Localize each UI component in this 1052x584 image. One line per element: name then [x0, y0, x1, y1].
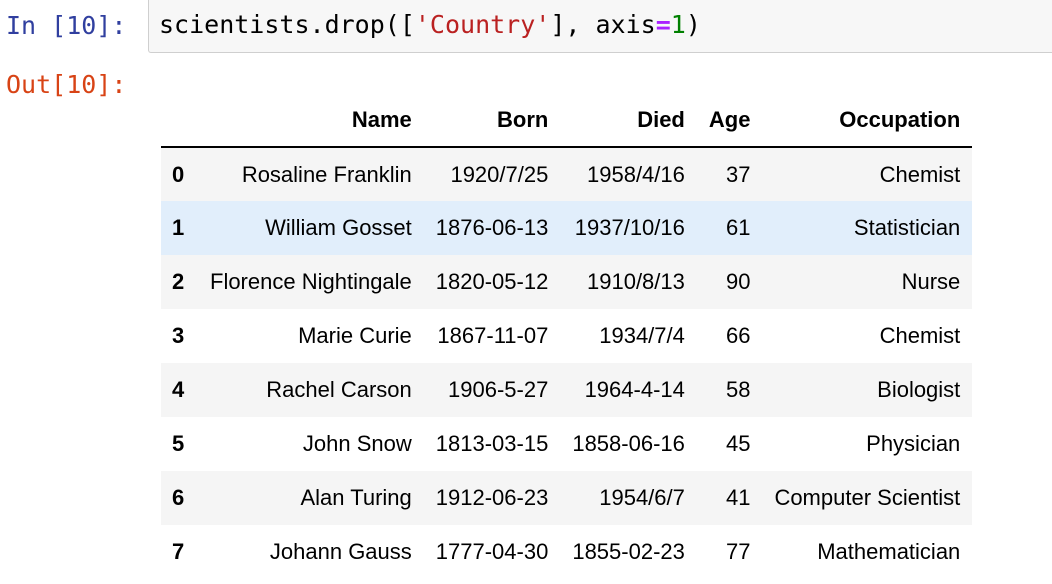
- table-row: 0 Rosaline Franklin 1920/7/25 1958/4/16 …: [161, 147, 973, 201]
- code-operator: =: [655, 10, 671, 39]
- input-prompt: In [10]:: [6, 11, 127, 40]
- table-row: 1 William Gosset 1876-06-13 1937/10/16 6…: [161, 201, 973, 255]
- table-row: 2 Florence Nightingale 1820-05-12 1910/8…: [161, 255, 973, 309]
- table-row: 3 Marie Curie 1867-11-07 1934/7/4 66 Che…: [161, 309, 973, 363]
- cell-born: 1906-5-27: [448, 377, 549, 402]
- cell-died: 1855-02-23: [572, 539, 685, 564]
- cell-age: 37: [725, 161, 751, 187]
- code-input-area[interactable]: scientists.drop(['Country'], axis=1): [148, 0, 1052, 53]
- cell-occupation: Computer Scientist: [774, 485, 961, 510]
- code-text: ): [685, 10, 701, 39]
- table-row: 5 John Snow 1813-03-15 1858-06-16 45 Phy…: [161, 417, 973, 471]
- table-row: 6 Alan Turing 1912-06-23 1954/6/7 41 Com…: [161, 471, 973, 525]
- header-died: Died: [560, 94, 697, 148]
- header-index: [161, 94, 198, 148]
- cell-name: Rachel Carson: [266, 377, 412, 402]
- cell-died: 1958/4/16: [587, 161, 685, 187]
- cell-died: 1934/7/4: [599, 323, 685, 348]
- header-row: Name Born Died Age Occupation: [161, 94, 973, 148]
- code-text: ], axis: [550, 10, 656, 39]
- cell-occupation: Mathematician: [817, 539, 961, 564]
- cell-born: 1920/7/25: [450, 161, 549, 187]
- header-occupation: Occupation: [762, 94, 973, 148]
- table-header: Name Born Died Age Occupation: [161, 94, 973, 148]
- cell-age: 66: [725, 323, 751, 348]
- cell-occupation: Nurse: [901, 269, 961, 294]
- cell-name: John Snow: [302, 431, 412, 456]
- cell-occupation: Physician: [866, 431, 961, 456]
- cell-name: William Gosset: [265, 215, 412, 240]
- cell-occupation: Statistician: [853, 215, 961, 240]
- cell-name: Johann Gauss: [269, 539, 412, 564]
- cell-occupation: Chemist: [879, 323, 961, 348]
- cell-born: 1912-06-23: [435, 485, 549, 510]
- cell-died: 1954/6/7: [599, 485, 685, 510]
- cell-name: Florence Nightingale: [210, 269, 412, 294]
- row-index: 1: [172, 215, 185, 240]
- header-age: Age: [696, 94, 763, 148]
- cell-occupation: Chemist: [879, 161, 961, 187]
- table-row: 7 Johann Gauss 1777-04-30 1855-02-23 77 …: [161, 525, 973, 579]
- table-row: 4 Rachel Carson 1906-5-27 1964-4-14 58 B…: [161, 363, 973, 417]
- cell-name: Alan Turing: [300, 485, 412, 510]
- row-index: 6: [172, 485, 185, 510]
- code-string: 'Country': [414, 10, 551, 39]
- cell-died: 1858-06-16: [572, 431, 685, 456]
- dataframe-table: Name Born Died Age Occupation 0 Rosaline…: [161, 94, 973, 579]
- cell-age: 77: [725, 539, 751, 564]
- row-index: 3: [172, 323, 185, 348]
- code-line[interactable]: scientists.drop(['Country'], axis=1): [159, 10, 701, 40]
- table-body: 0 Rosaline Franklin 1920/7/25 1958/4/16 …: [161, 147, 973, 579]
- output-prompt: Out[10]:: [6, 70, 127, 99]
- cell-born: 1876-06-13: [435, 215, 549, 240]
- cell-died: 1964-4-14: [584, 377, 685, 402]
- row-index: 0: [172, 161, 185, 187]
- code-number: 1: [670, 10, 686, 39]
- cell-occupation: Biologist: [877, 377, 961, 402]
- row-index: 5: [172, 431, 185, 456]
- row-index: 7: [172, 539, 185, 564]
- cell-born: 1820-05-12: [435, 269, 549, 294]
- cell-died: 1910/8/13: [587, 269, 685, 294]
- cell-age: 41: [725, 485, 751, 510]
- row-index: 4: [172, 377, 185, 402]
- cell-born: 1813-03-15: [435, 431, 549, 456]
- code-text: scientists.drop([: [159, 10, 415, 39]
- cell-name: Rosaline Franklin: [241, 161, 412, 187]
- cell-born: 1867-11-07: [437, 323, 549, 348]
- cell-age: 58: [725, 377, 751, 402]
- cell-born: 1777-04-30: [435, 539, 549, 564]
- header-born: Born: [423, 94, 561, 148]
- cell-age: 90: [725, 269, 751, 294]
- row-index: 2: [172, 269, 185, 294]
- cell-age: 61: [725, 215, 751, 240]
- cell-died: 1937/10/16: [574, 215, 685, 240]
- cell-name: Marie Curie: [298, 323, 412, 348]
- cell-age: 45: [725, 431, 751, 456]
- header-name: Name: [198, 94, 424, 148]
